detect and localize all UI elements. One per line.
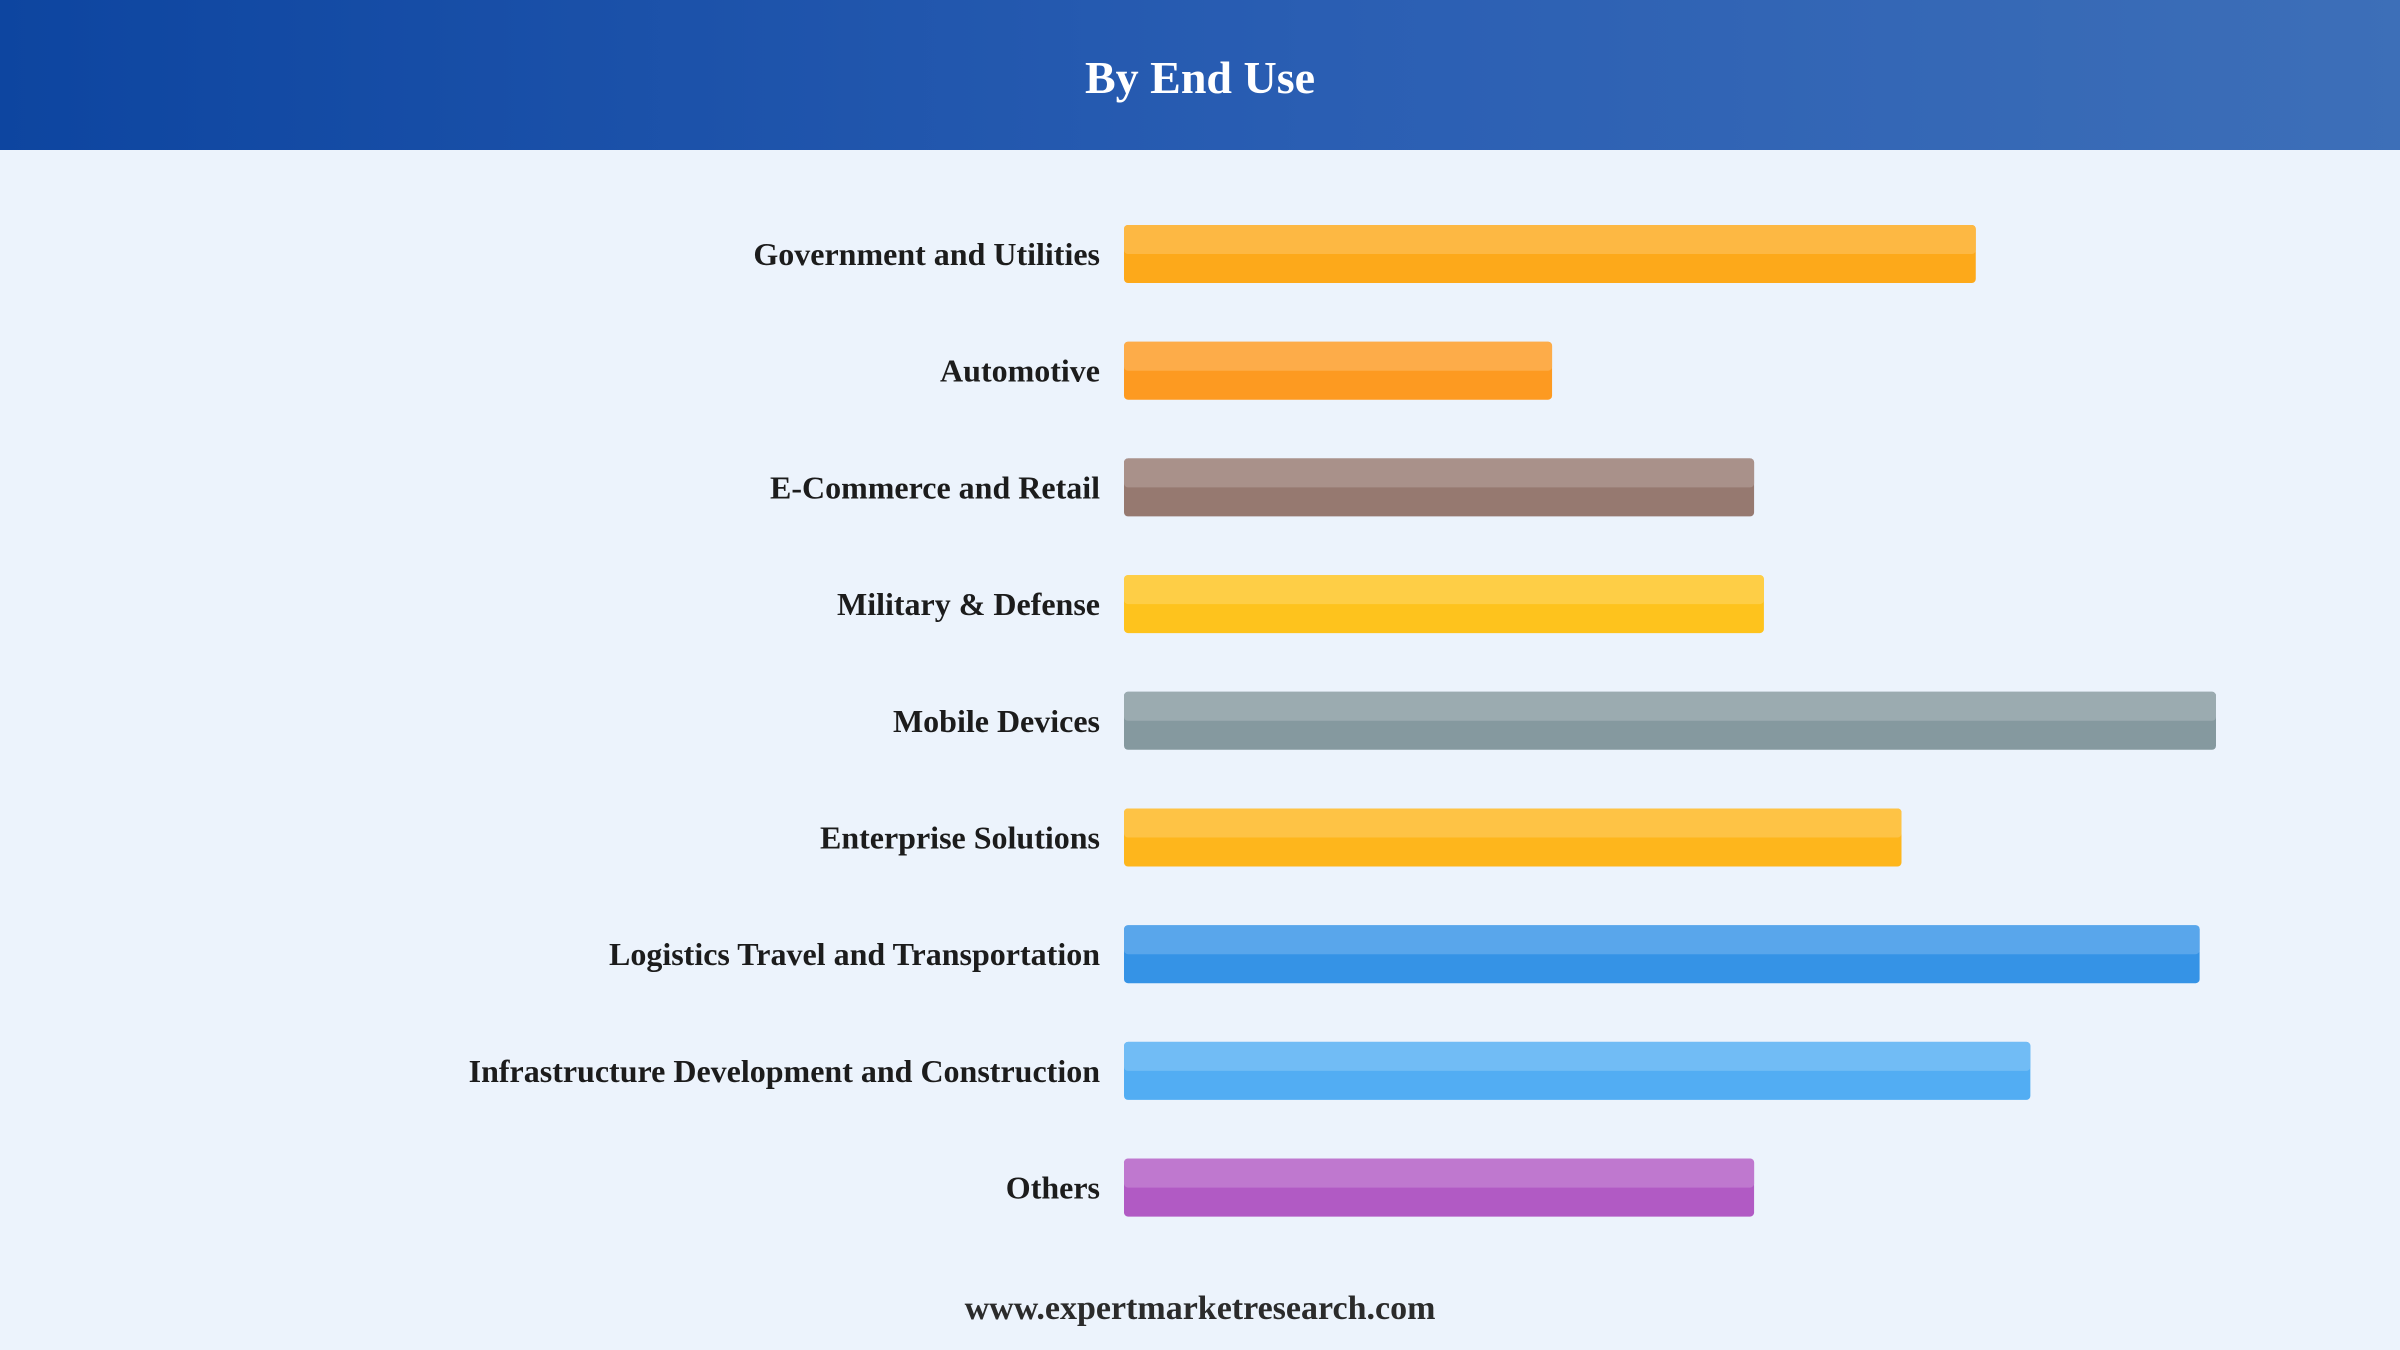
bar-highlight <box>1124 341 1553 371</box>
bar-highlight <box>1124 458 1755 488</box>
footer-website: www.expertmarketresearch.com <box>964 1290 1436 1327</box>
bar-highlight <box>1124 1041 2031 1071</box>
header-banner: By End Use <box>0 0 2400 150</box>
bar-highlight <box>1124 691 2216 721</box>
bar-highlight <box>1124 225 1976 254</box>
bar-highlight <box>1124 1158 1755 1188</box>
category-label: Military & Defense <box>837 586 1100 622</box>
bar-highlight <box>1124 925 2200 955</box>
category-label: Others <box>1006 1170 1100 1206</box>
category-label: E-Commerce and Retail <box>770 469 1100 505</box>
bar-highlight <box>1124 808 1902 838</box>
page-title: By End Use <box>1084 51 1316 103</box>
category-label: Enterprise Solutions <box>820 820 1100 856</box>
chart-bars: Government and Utilities Automotive E-Comm… <box>469 225 2216 1217</box>
bar-highlight <box>1124 575 1764 605</box>
category-label: Automotive <box>940 353 1100 389</box>
bar-chart: Government and Utilities Automotive E-Comm… <box>469 225 2216 1217</box>
category-label: Mobile Devices <box>893 703 1100 739</box>
category-label: Government and Utilities <box>753 236 1100 272</box>
category-label: Infrastructure Development and Construct… <box>469 1053 1101 1089</box>
category-label: Logistics Travel and Transportation <box>609 936 1100 972</box>
